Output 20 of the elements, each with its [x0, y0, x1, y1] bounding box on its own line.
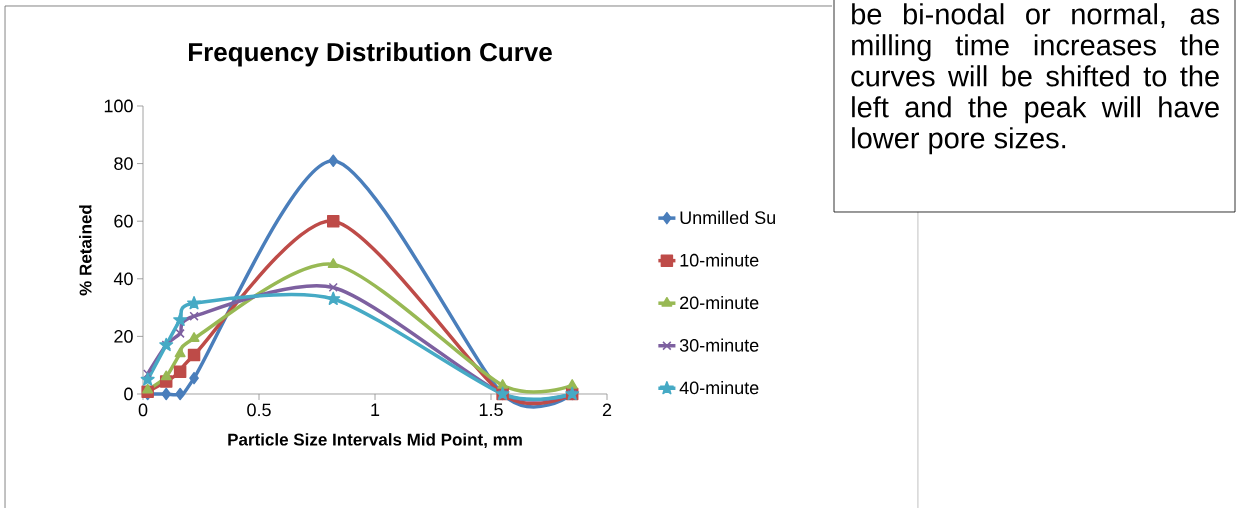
legend-label: Unmilled Su [680, 210, 775, 225]
legend-label: 40-minute [679, 381, 759, 395]
x-tick-label: 1.5 [479, 403, 503, 417]
legend-label: 20-minute [680, 295, 759, 310]
y-tick-label: 40 [113, 272, 133, 286]
y-tick-label: 20 [114, 330, 133, 343]
text: be bi-nodal or normal, as milling time increases the curves will be shifted to the left and the peak will have lower pore sizes. [851, 3, 1220, 155]
legend-label: 30-minute [679, 338, 759, 352]
y-tick-label: 0 [124, 387, 133, 401]
y-axis-title: % Retained [79, 205, 92, 296]
x-tick-label: 0.5 [247, 403, 271, 417]
x-tick-label: 0 [138, 403, 148, 417]
y-tick-label: 60 [114, 214, 133, 228]
legend-label: 10-minute [680, 253, 759, 267]
x-tick-label: 2 [602, 403, 612, 417]
chart-title: Frequency Distribution Curve [189, 42, 552, 67]
y-tick-label: 100 [104, 99, 133, 113]
x-axis-title: Particle Size Intervals Mid Point, mm [228, 433, 522, 449]
y-tick-label: 80 [114, 157, 133, 170]
x-tick-label: 1 [371, 403, 380, 416]
